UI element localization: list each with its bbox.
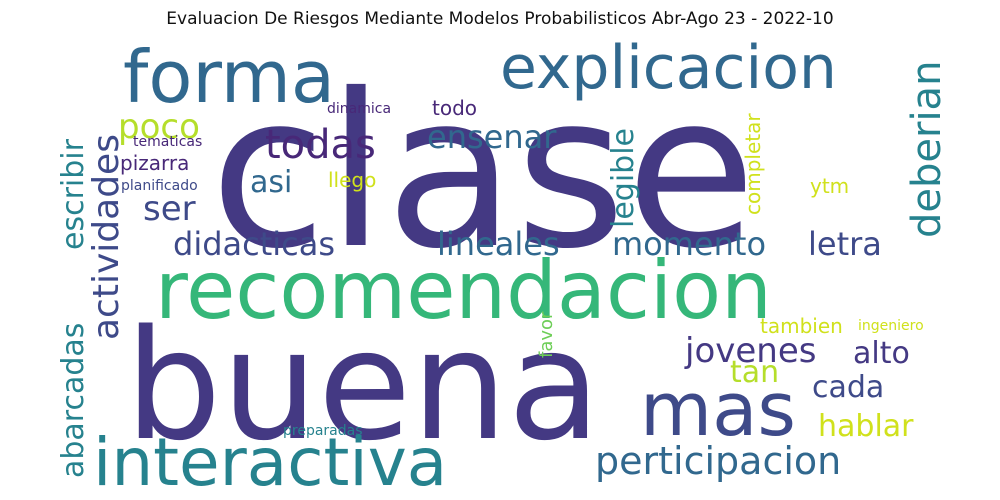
word-tematicas: tematicas: [133, 134, 202, 150]
word-asi: asi: [250, 165, 292, 200]
word-tan: tan: [730, 355, 779, 390]
word-lineales: lineales: [437, 225, 560, 263]
word-completar: completar: [741, 113, 765, 215]
word-ytm: ytm: [810, 174, 849, 198]
word-explicacion: explicacion: [500, 33, 837, 103]
word-didacticas: didacticas: [173, 225, 335, 263]
word-abarcadas: abarcadas: [56, 323, 91, 478]
word-buena: buena: [125, 297, 601, 474]
word-planificado: planificado: [121, 178, 198, 194]
word-legible: legible: [606, 128, 641, 228]
word-todo: todo: [432, 96, 477, 120]
word-dinamica: dinamica: [327, 101, 391, 117]
word-llego: llego: [328, 168, 376, 192]
word-hablar: hablar: [818, 409, 914, 444]
word-mas: mas: [640, 367, 796, 453]
word-letra: letra: [808, 225, 882, 263]
page-title: Evaluacion De Riesgos Mediante Modelos P…: [166, 9, 834, 29]
word-clase: clase: [210, 48, 756, 295]
word-ingeniero: ingeniero: [858, 318, 924, 334]
word-alto: alto: [853, 336, 910, 371]
word-jovenes: jovenes: [684, 331, 816, 371]
word-pizarra: pizarra: [120, 151, 189, 175]
word-actividades: actividades: [86, 134, 127, 340]
word-todas: todas: [265, 122, 376, 168]
word-preparadas: preparadas: [283, 423, 363, 439]
word-poco: poco: [118, 107, 200, 147]
word-ensenar: ensenar: [427, 118, 557, 156]
word-forma: forma: [123, 35, 335, 119]
word-interactiva: interactiva: [93, 424, 447, 500]
word-cada: cada: [812, 370, 884, 405]
word-escribir: escribir: [56, 138, 91, 250]
word-perticipacion: perticipacion: [595, 439, 841, 483]
word-momento: momento: [612, 225, 766, 263]
word-favor: favor: [536, 311, 557, 358]
word-recomendacion: recomendacion: [155, 244, 772, 337]
word-ser: ser: [143, 189, 196, 229]
word-deberian: deberian: [904, 61, 950, 238]
word-tambien: tambien: [760, 314, 843, 338]
